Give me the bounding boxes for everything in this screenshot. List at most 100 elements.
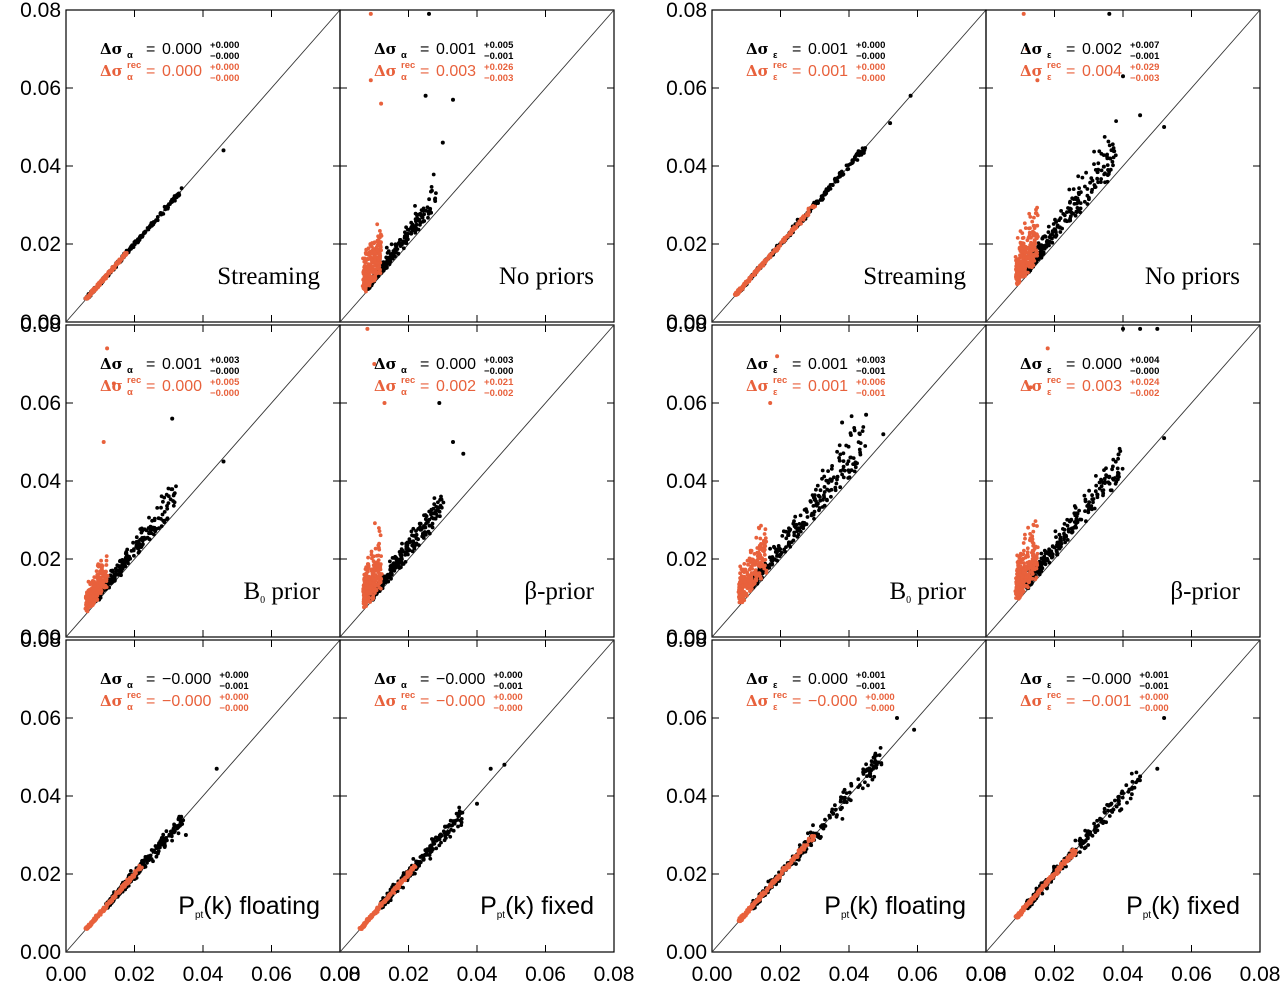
data-point (833, 485, 838, 490)
data-point (433, 197, 437, 202)
data-point (393, 242, 398, 247)
data-point (423, 525, 428, 530)
panel-label: β-prior (524, 578, 594, 605)
data-point (108, 581, 113, 585)
data-point (377, 547, 382, 552)
data-point (381, 268, 386, 273)
data-point (147, 515, 151, 520)
data-point (809, 500, 813, 504)
stat-symbol: Δσ (1020, 40, 1043, 58)
data-point (841, 464, 846, 469)
data-point (368, 78, 373, 83)
data-point (425, 852, 430, 857)
data-point (1013, 255, 1018, 259)
data-point (1039, 251, 1044, 256)
stat-equals: = (420, 356, 429, 373)
data-point (126, 561, 130, 566)
data-point (412, 865, 416, 870)
data-point (762, 532, 767, 536)
data-point (1095, 170, 1100, 175)
data-point (104, 554, 109, 558)
stat-value: 0.001 (808, 63, 848, 80)
data-point (372, 566, 376, 571)
data-point (1071, 197, 1076, 202)
data-point (428, 856, 433, 861)
data-point (475, 801, 479, 806)
data-point (86, 579, 91, 584)
stat-line: Δσ ε = 0.002 +0.007−0.001 (1020, 40, 1160, 62)
data-point (1033, 211, 1038, 216)
data-point (161, 499, 165, 504)
data-point (1067, 209, 1072, 214)
stat-err-minus: −0.001 (1130, 51, 1160, 62)
data-point (364, 289, 368, 294)
data-point (1058, 216, 1063, 221)
data-point (422, 513, 426, 518)
data-point (450, 823, 455, 828)
data-point (368, 11, 373, 16)
data-point (1046, 239, 1051, 244)
data-point (836, 175, 840, 180)
data-point (787, 528, 792, 532)
data-point (111, 575, 115, 580)
data-point (418, 220, 423, 225)
data-point (166, 205, 171, 210)
stat-subscript: α (127, 50, 133, 61)
data-point (385, 251, 390, 255)
data-point (100, 572, 105, 577)
data-point (1111, 146, 1116, 150)
data-point (132, 547, 136, 551)
data-point (1054, 220, 1058, 224)
data-point (426, 212, 431, 216)
data-point (179, 186, 184, 191)
data-point (1067, 187, 1072, 192)
stat-err-plus: +0.000 (219, 692, 248, 703)
data-point (388, 567, 393, 572)
data-point (86, 925, 91, 930)
data-point (1050, 236, 1054, 241)
stat-superscript: rec (401, 690, 415, 701)
data-point (166, 501, 171, 505)
data-point (488, 766, 493, 771)
data-point (1112, 149, 1117, 154)
data-point (742, 562, 747, 566)
data-point (421, 208, 426, 213)
data-point (430, 837, 434, 841)
data-point (377, 582, 381, 586)
data-point (792, 530, 797, 535)
data-point (1046, 224, 1051, 229)
data-point (95, 576, 100, 580)
data-point (152, 532, 156, 537)
y-tick-label: 0.08 (20, 314, 61, 337)
data-point (405, 231, 410, 236)
data-point (385, 259, 390, 263)
stat-equals: = (420, 378, 429, 395)
data-point (1022, 271, 1026, 275)
data-point (1095, 176, 1100, 181)
stat-superscript: rec (401, 60, 415, 71)
data-point (1035, 223, 1040, 228)
data-point (165, 504, 169, 508)
data-point (427, 509, 432, 514)
data-point (414, 536, 419, 541)
data-point (166, 486, 171, 491)
data-point (834, 481, 839, 486)
data-point (796, 532, 801, 537)
data-point (1111, 163, 1115, 168)
data-point (798, 513, 803, 518)
data-point (159, 842, 164, 846)
data-point (160, 512, 165, 517)
data-point (446, 830, 451, 835)
stat-err-plus: +0.000 (210, 62, 239, 73)
data-point (863, 444, 868, 448)
data-point (860, 429, 865, 433)
data-point (378, 576, 383, 580)
data-point (787, 541, 791, 546)
data-point (221, 459, 226, 464)
stat-err-plus: +0.003 (210, 355, 239, 366)
stat-superscript: rec (1047, 60, 1061, 71)
